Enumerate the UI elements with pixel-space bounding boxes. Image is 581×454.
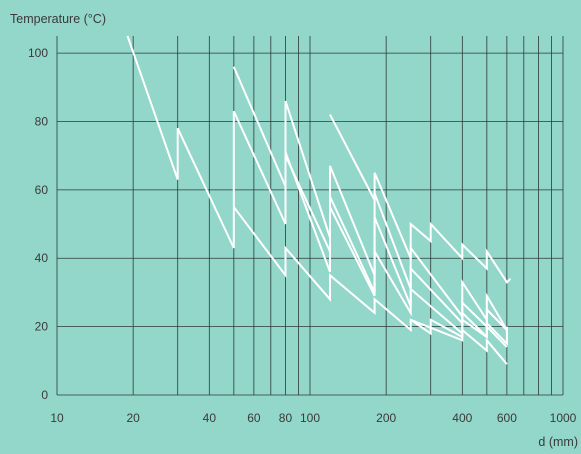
- x-tick-40: 40: [203, 411, 217, 425]
- y-tick-0: 0: [41, 388, 48, 402]
- x-tick-1000: 1000: [550, 411, 577, 425]
- y-tick-60: 60: [35, 183, 49, 197]
- series-line-1: [126, 35, 508, 331]
- x-tick-200: 200: [376, 411, 396, 425]
- y-tick-40: 40: [35, 251, 49, 265]
- x-tick-400: 400: [452, 411, 472, 425]
- x-tick-600: 600: [497, 411, 517, 425]
- x-tick-100: 100: [300, 411, 320, 425]
- x-tick-80: 80: [279, 411, 293, 425]
- x-tick-20: 20: [126, 411, 140, 425]
- y-tick-20: 20: [35, 320, 49, 334]
- series-line-6: [410, 317, 508, 347]
- x-axis-title: d (mm): [538, 435, 578, 449]
- y-axis-title: Temperature (°C): [10, 12, 106, 26]
- tick-labels: 10 20 40 60 80 100 200 400 600 1000 0 20 40 60 80 100: [28, 46, 577, 425]
- series-line-2: [232, 66, 508, 331]
- y-tick-100: 100: [28, 46, 48, 60]
- y-tick-80: 80: [35, 114, 49, 128]
- x-tick-60: 60: [247, 411, 261, 425]
- series-line-3: [233, 206, 508, 365]
- series-line-5: [329, 114, 512, 284]
- series-group: [126, 35, 512, 365]
- x-tick-10: 10: [50, 411, 64, 425]
